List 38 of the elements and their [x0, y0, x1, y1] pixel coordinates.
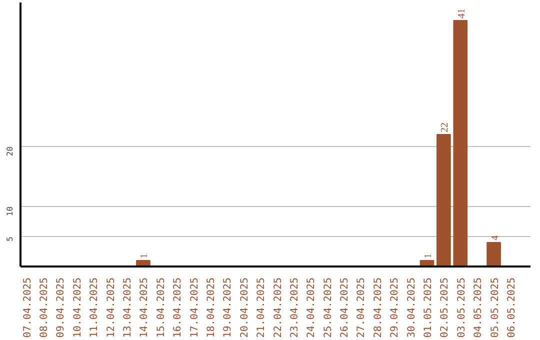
data-label: 1	[139, 254, 150, 258]
x-tick-label: 14.04.2025	[139, 277, 150, 338]
data-label: 22	[440, 122, 451, 132]
x-tick-label: 24.04.2025	[306, 277, 318, 338]
x-tick-label: 26.04.2025	[340, 277, 351, 338]
data-label: 1	[423, 254, 434, 258]
x-tick-label: 13.04.2025	[122, 277, 134, 338]
x-tick-label: 28.04.2025	[372, 277, 384, 338]
x-tick-label: 05.05.2025	[490, 277, 501, 338]
x-tick-label: 29.04.2025	[390, 277, 401, 338]
x-tick-label: 10.04.2025	[72, 277, 84, 338]
x-tick-label: 18.04.2025	[206, 277, 217, 338]
x-tick-label: 09.04.2025	[56, 277, 67, 338]
x-tick-label: 07.04.2025	[22, 277, 34, 338]
x-tick-label: 27.04.2025	[356, 277, 368, 338]
x-tick-label: 02.05.2025	[440, 277, 451, 338]
x-tick-label: 25.04.2025	[322, 277, 334, 338]
x-tick-label: 15.04.2025	[156, 277, 167, 338]
x-tick-label: 11.04.2025	[89, 277, 100, 338]
x-tick-label: 06.05.2025	[506, 277, 518, 338]
y-tick-label: 5	[6, 236, 14, 242]
x-tick-label: 04.05.2025	[473, 277, 484, 338]
x-tick-label: 19.04.2025	[222, 277, 234, 338]
x-tick-label: 12.04.2025	[106, 277, 117, 338]
data-label: 41	[456, 8, 468, 18]
y-tick-label: 10	[6, 206, 14, 216]
x-tick-label: 16.04.2025	[172, 277, 184, 338]
x-tick-label: 01.05.2025	[423, 277, 434, 338]
x-tick-label: 17.04.2025	[189, 277, 200, 338]
x-tick-label: 08.04.2025	[39, 277, 50, 338]
x-tick-label: 20.04.2025	[239, 277, 250, 338]
x-tick-label: 30.04.2025	[406, 277, 418, 338]
x-tick-label: 22.04.2025	[272, 277, 284, 338]
y-tick-label: 20	[6, 146, 14, 156]
x-tick-label: 21.04.2025	[256, 277, 268, 338]
x-tick-label: 23.04.2025	[289, 277, 300, 338]
x-tick-label: 03.05.2025	[456, 277, 468, 338]
data-label: 4	[490, 236, 501, 240]
